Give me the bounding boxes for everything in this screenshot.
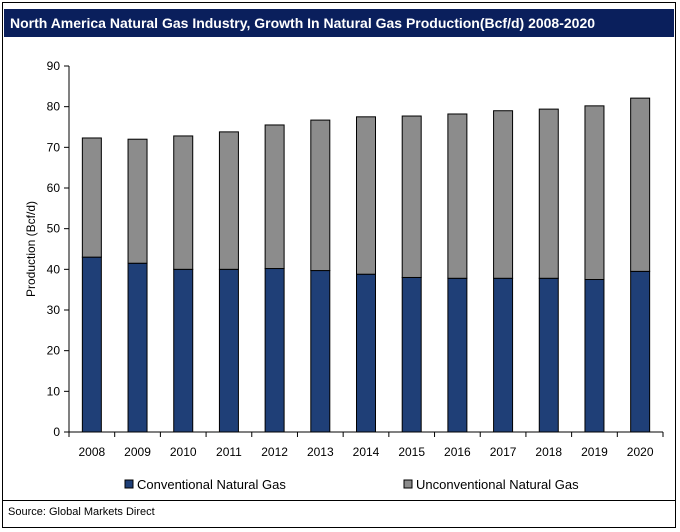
chart-frame xyxy=(2,2,676,528)
y-tick-label: 0 xyxy=(53,425,60,439)
bar-conventional-2010 xyxy=(173,268,194,433)
bar-unconventional-2020 xyxy=(630,97,651,272)
bar-conventional-2016 xyxy=(447,277,468,433)
y-tick-label: 90 xyxy=(47,59,61,73)
y-tick-label: 40 xyxy=(47,262,61,276)
x-tick-label: 2008 xyxy=(78,445,105,459)
x-tick-label: 2018 xyxy=(535,445,562,459)
bar-conventional-2014 xyxy=(356,273,376,433)
y-tick-label: 20 xyxy=(47,344,61,358)
bar-conventional-2013 xyxy=(310,270,331,433)
y-axis-title: Production (Bcf/d) xyxy=(24,201,38,297)
x-tick-label: 2013 xyxy=(307,445,334,459)
source-note: Source: Global Markets Direct xyxy=(8,506,155,518)
source-divider xyxy=(2,500,676,501)
x-tick-label: 2015 xyxy=(398,445,425,459)
bar-unconventional-2011 xyxy=(218,131,239,270)
bar-conventional-2009 xyxy=(127,262,148,433)
bar-unconventional-2013 xyxy=(310,119,331,272)
legend-label: Unconventional Natural Gas xyxy=(416,477,579,492)
legend-swatch xyxy=(124,479,134,489)
bar-conventional-2011 xyxy=(218,268,239,433)
bar-unconventional-2015 xyxy=(401,115,422,278)
bar-unconventional-2008 xyxy=(81,137,102,258)
bar-conventional-2017 xyxy=(493,277,514,433)
bar-unconventional-2009 xyxy=(127,138,148,264)
bar-conventional-2020 xyxy=(630,270,651,433)
bar-conventional-2008 xyxy=(81,256,102,433)
x-tick-label: 2020 xyxy=(627,445,654,459)
x-tick-label: 2011 xyxy=(216,445,242,459)
bar-conventional-2019 xyxy=(584,279,605,433)
legend-swatch xyxy=(403,479,413,489)
y-tick-label: 10 xyxy=(47,384,61,398)
y-tick-label: 60 xyxy=(47,181,61,195)
bar-conventional-2018 xyxy=(538,277,559,433)
bars xyxy=(81,97,651,433)
y-tick-label: 50 xyxy=(47,222,61,236)
y-axis: 0 10 20 30 40 50 60 70 80 90 xyxy=(47,59,69,439)
bar-unconventional-2019 xyxy=(584,105,605,280)
x-tick-label: 2017 xyxy=(490,445,517,459)
x-tick-label: 2009 xyxy=(124,445,151,459)
x-tick-label: 2010 xyxy=(170,445,197,459)
bar-conventional-2015 xyxy=(401,276,422,433)
x-tick-label: 2012 xyxy=(261,445,288,459)
bar-unconventional-2016 xyxy=(447,113,468,279)
x-tick-label: 2016 xyxy=(444,445,471,459)
bar-unconventional-2010 xyxy=(173,135,194,270)
bar-conventional-2012 xyxy=(264,268,285,433)
y-tick-label: 80 xyxy=(47,100,61,114)
x-tick-label: 2019 xyxy=(581,445,608,459)
bar-unconventional-2018 xyxy=(538,108,559,279)
bar-unconventional-2014 xyxy=(356,116,376,275)
x-axis: 2008 2009 2010 2011 2012 2013 2014 2015 2016 2017… xyxy=(68,432,664,459)
bar-unconventional-2017 xyxy=(493,110,514,279)
y-tick-label: 30 xyxy=(47,303,61,317)
chart-title: North America Natural Gas Industry, Grow… xyxy=(4,9,674,37)
x-tick-label: 2014 xyxy=(353,445,380,459)
y-tick-label: 70 xyxy=(47,140,61,154)
bar-unconventional-2012 xyxy=(264,124,285,270)
legend: Conventional Natural Gas Unconventional N… xyxy=(124,477,579,492)
chart-area: 0 10 20 30 40 50 60 70 80 90 2008 2009 2010 2011 2012… xyxy=(24,59,664,492)
legend-label: Conventional Natural Gas xyxy=(137,477,286,492)
